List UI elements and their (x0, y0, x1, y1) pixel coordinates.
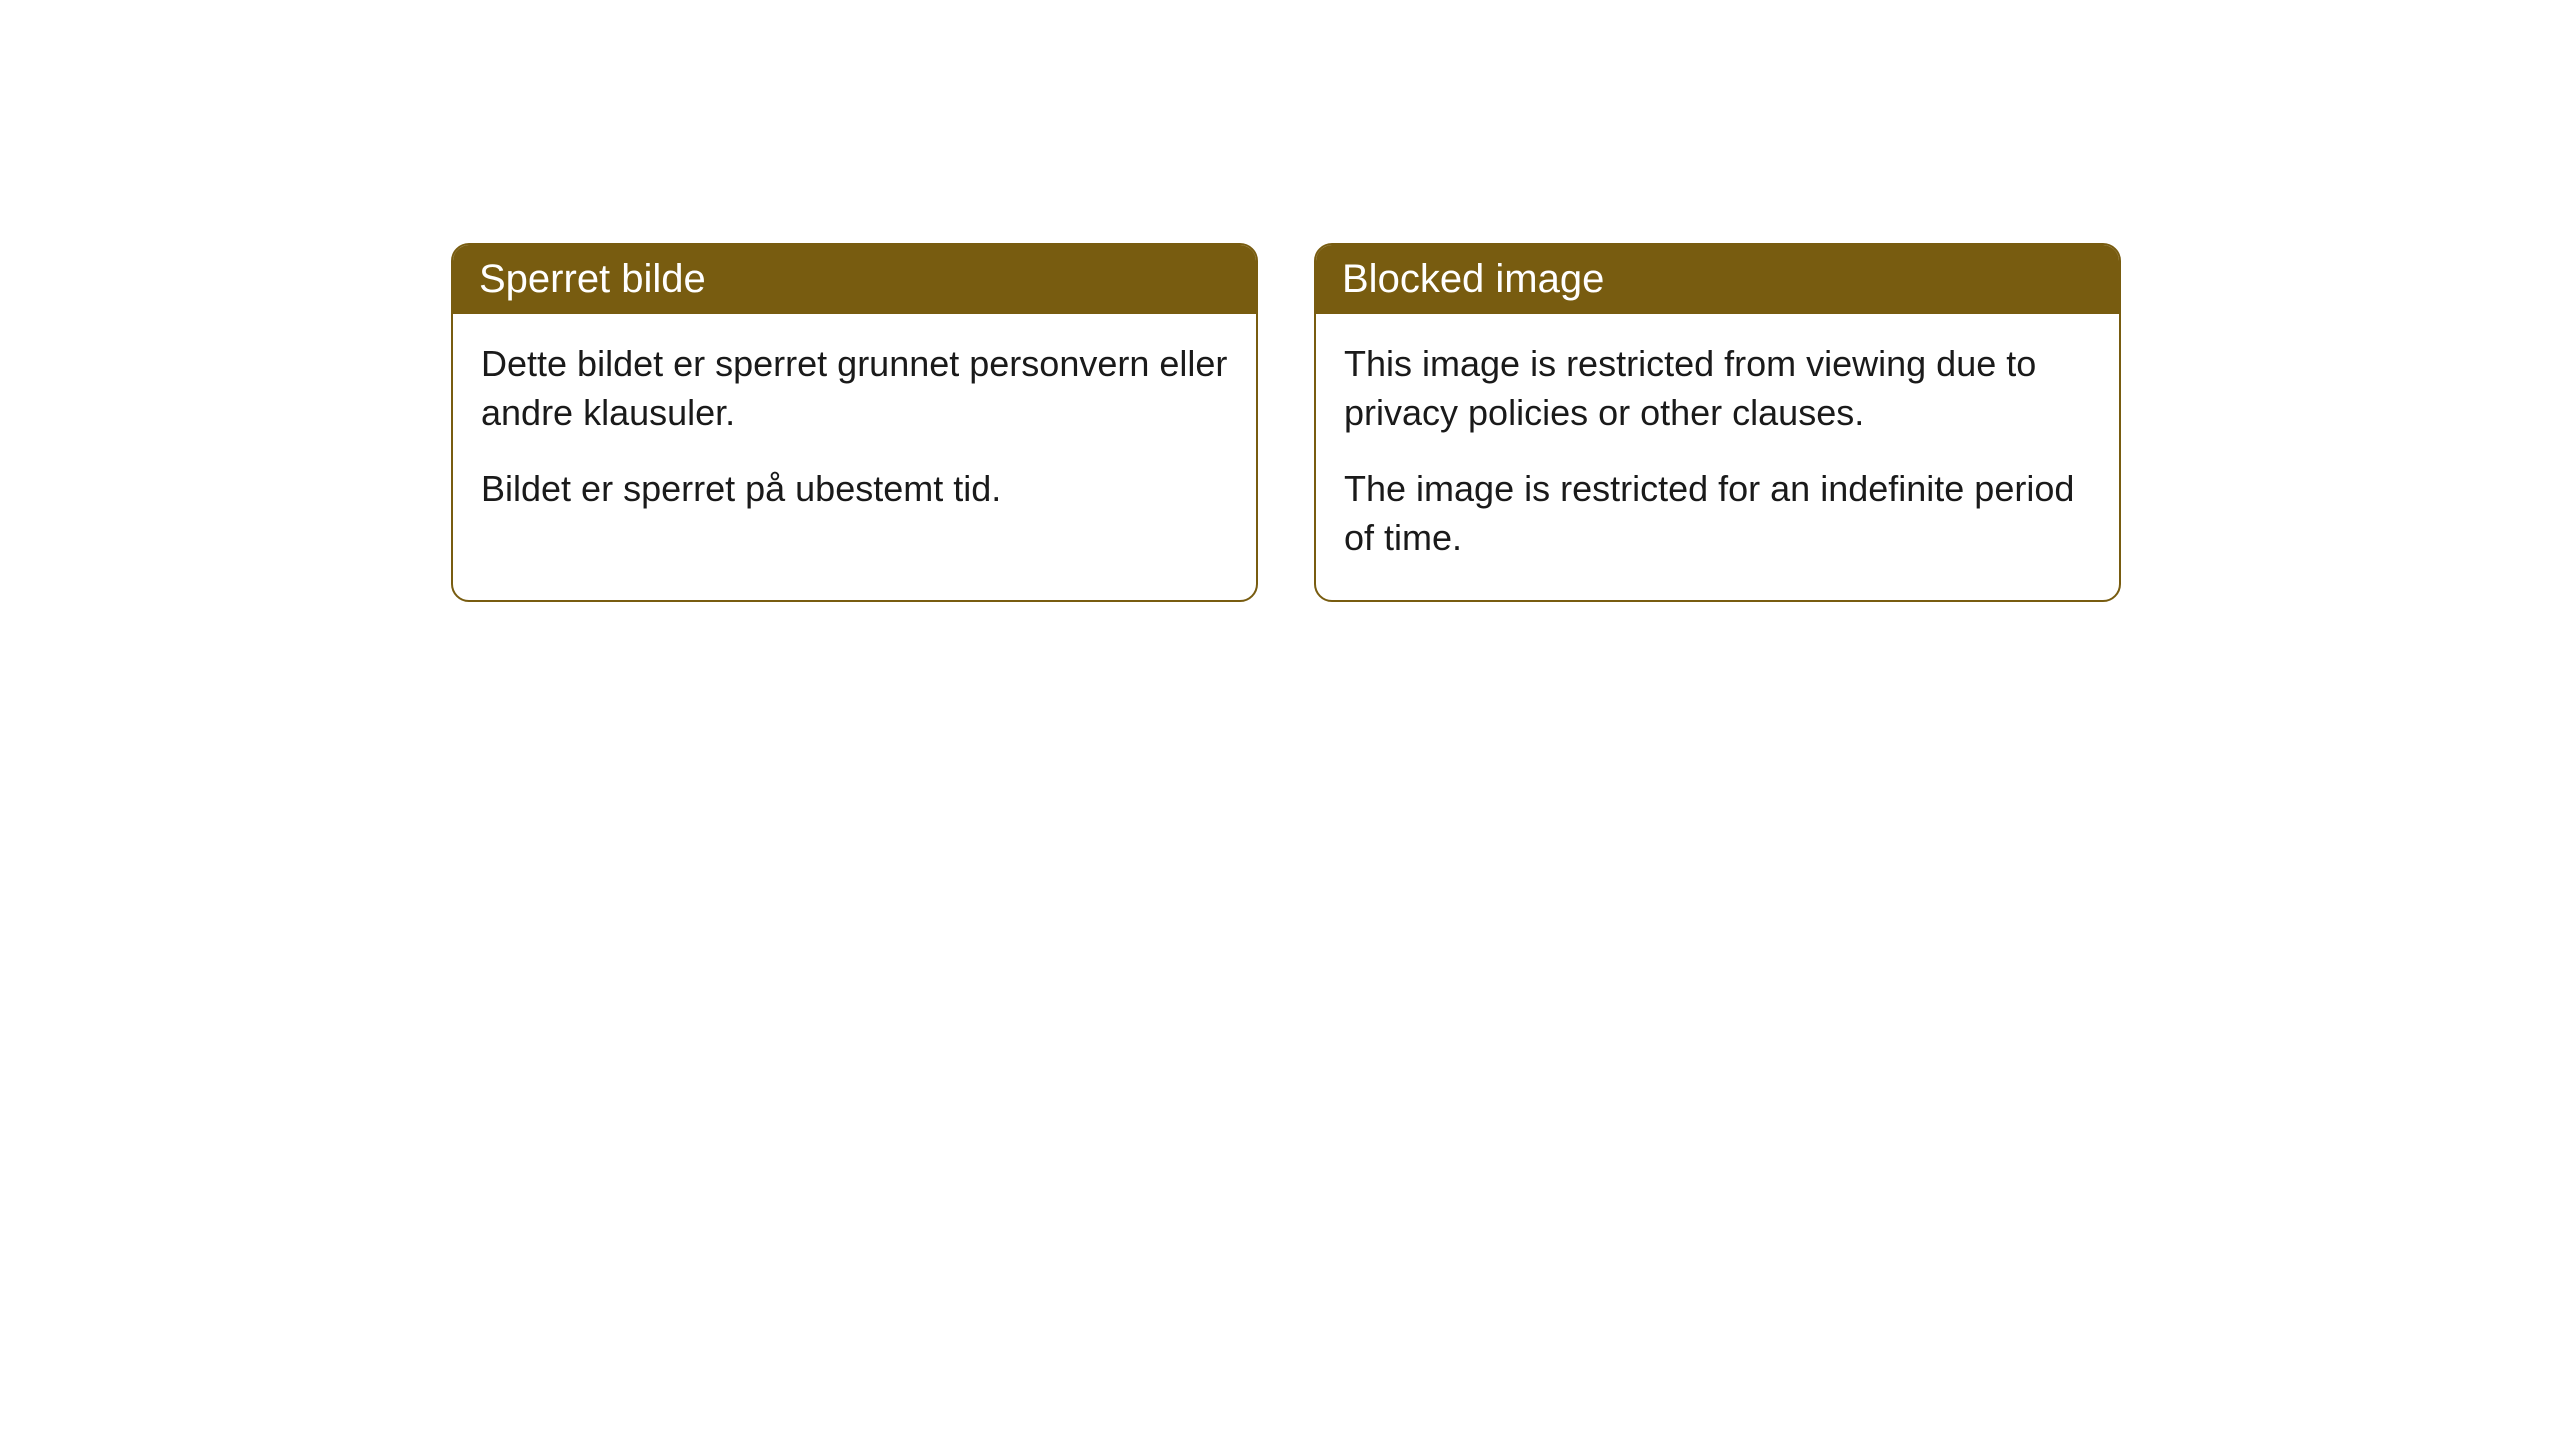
notice-card-english: Blocked image This image is restricted f… (1314, 243, 2121, 602)
card-title: Blocked image (1342, 257, 1604, 301)
card-paragraph: Dette bildet er sperret grunnet personve… (481, 340, 1228, 437)
card-paragraph: Bildet er sperret på ubestemt tid. (481, 465, 1228, 514)
card-header: Blocked image (1316, 245, 2119, 314)
notice-container: Sperret bilde Dette bildet er sperret gr… (451, 243, 2121, 602)
card-body: This image is restricted from viewing du… (1316, 314, 2119, 600)
card-paragraph: The image is restricted for an indefinit… (1344, 465, 2091, 562)
card-paragraph: This image is restricted from viewing du… (1344, 340, 2091, 437)
card-body: Dette bildet er sperret grunnet personve… (453, 314, 1256, 552)
notice-card-norwegian: Sperret bilde Dette bildet er sperret gr… (451, 243, 1258, 602)
card-title: Sperret bilde (479, 257, 706, 301)
card-header: Sperret bilde (453, 245, 1256, 314)
